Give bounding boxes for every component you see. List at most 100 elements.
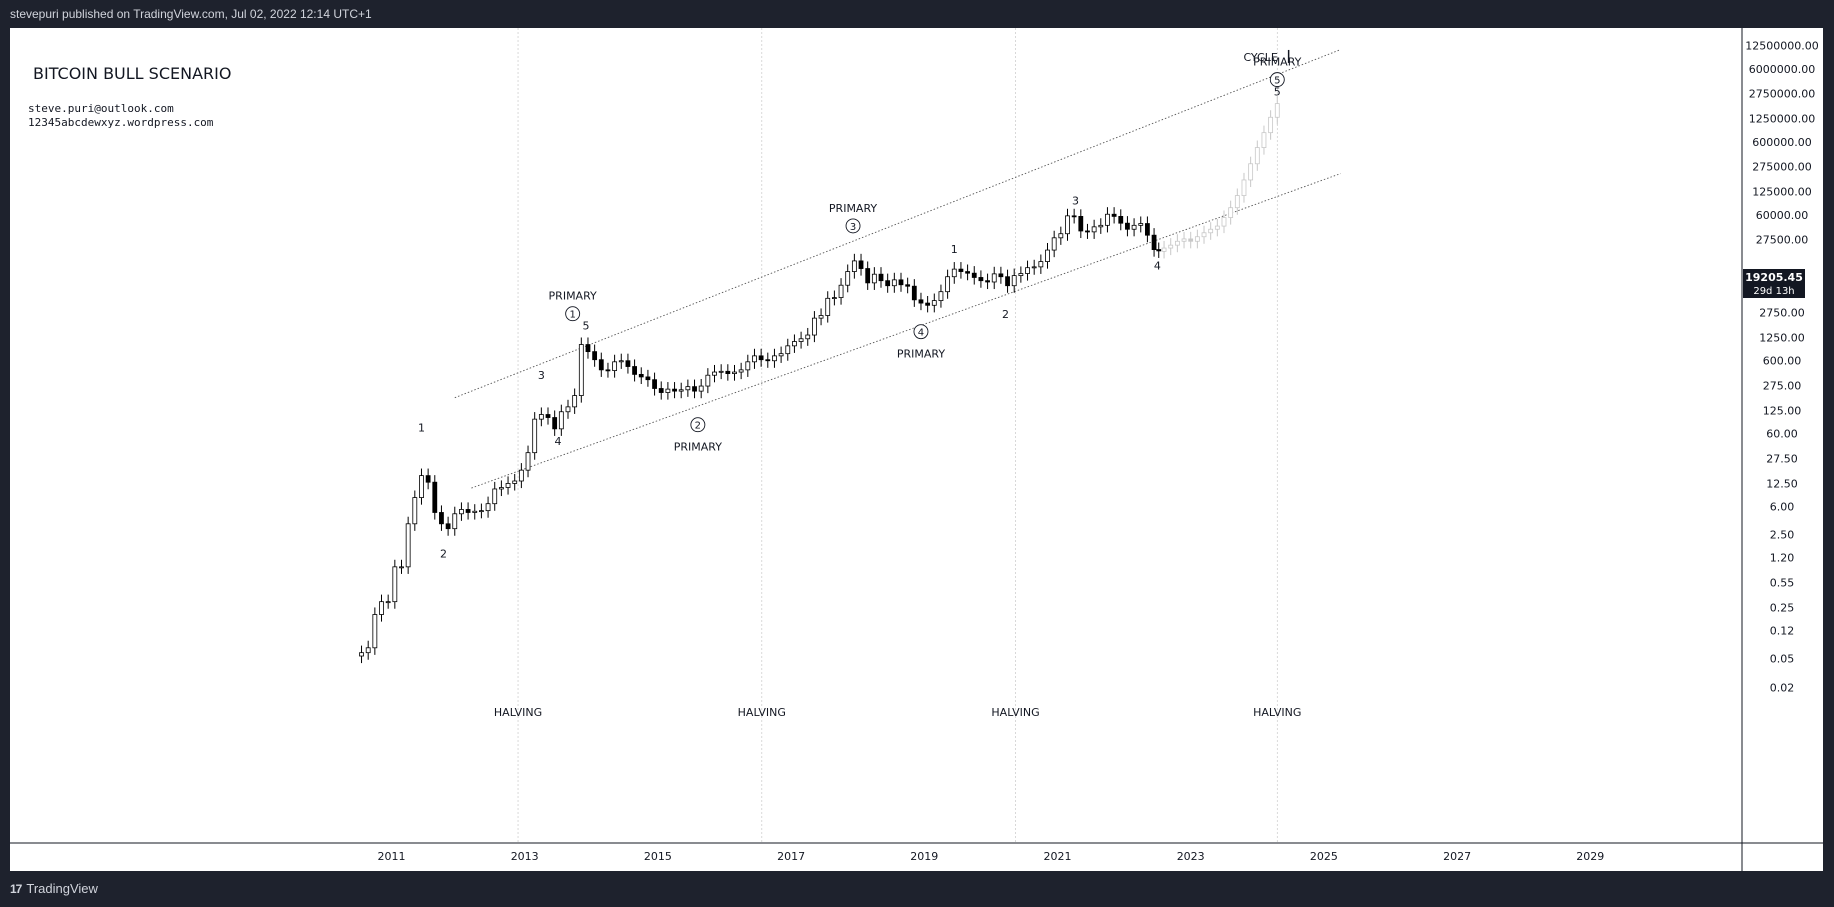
halving-grid: HALVING HALVING HALVING HALVING: [494, 28, 1301, 843]
y-tick-label: 60.00: [1766, 428, 1798, 441]
history-candle: [1025, 267, 1030, 274]
history-candle: [1065, 215, 1070, 235]
history-candle: [798, 338, 804, 342]
history-candle: [958, 268, 964, 272]
tradingview-brand-label: TradingView: [26, 881, 98, 896]
history-candle: [985, 280, 990, 283]
projection-candle: [1248, 163, 1254, 181]
x-tick-label: 2021: [1044, 850, 1072, 863]
price-axis[interactable]: 12500000.00 6000000.00 2750000.00 1250000.0…: [1745, 40, 1818, 695]
y-tick-label: 1250000.00: [1749, 113, 1815, 126]
last-price-value: 19205.45: [1745, 271, 1803, 284]
history-candle: [1125, 222, 1130, 230]
history-candle: [838, 284, 844, 298]
halving-label: HALVING: [1253, 706, 1301, 719]
history-candle: [612, 361, 618, 371]
footer-bar: 17 TradingView: [0, 871, 1834, 907]
history-candle: [459, 509, 464, 515]
history-candle: [765, 359, 771, 362]
projection-candle: [1254, 147, 1260, 165]
history-candle: [365, 647, 371, 654]
history-candle: [1145, 223, 1150, 236]
y-tick-label: 600000.00: [1752, 136, 1812, 149]
history-candle: [678, 389, 684, 392]
tradingview-brand[interactable]: 17 TradingView: [10, 881, 98, 896]
history-candle: [938, 291, 944, 302]
x-tick-label: 2025: [1310, 850, 1338, 863]
contact-site: 12345abcdewxyz.wordpress.com: [28, 116, 214, 129]
halving-label: HALVING: [991, 706, 1039, 719]
history-candle: [512, 480, 518, 484]
history-candle: [392, 566, 398, 603]
x-tick-label: 2023: [1177, 850, 1205, 863]
last-price-countdown: 29d 13h: [1753, 286, 1794, 297]
history-candle: [505, 483, 511, 488]
history-candle: [1071, 215, 1077, 218]
chart-svg[interactable]: HALVING HALVING HALVING HALVING 12345123451…: [10, 28, 1823, 871]
primary-label: PRIMARY: [1253, 56, 1301, 69]
history-candle: [1031, 266, 1037, 269]
x-tick-label: 2011: [378, 850, 406, 863]
history-candle: [385, 601, 391, 604]
time-axis[interactable]: 2011 2013 2015 2017 2019 2021 2023 2025 2027 2029: [378, 850, 1605, 863]
history-candle: [1005, 276, 1010, 287]
history-candle: [545, 414, 551, 418]
history-candle: [805, 334, 811, 340]
history-candle: [931, 300, 937, 306]
projection-candle: [1188, 238, 1194, 242]
primary-circle-number: 3: [850, 222, 856, 233]
projection-candle: [1161, 247, 1167, 252]
projection-candle: [1261, 132, 1267, 148]
history-candle: [851, 260, 857, 272]
history-candle: [725, 370, 731, 374]
history-candle: [625, 360, 631, 367]
history-candle: [492, 488, 498, 505]
primary-circle-number: 4: [918, 328, 924, 339]
history-candle: [439, 512, 444, 525]
history-candle: [685, 386, 691, 391]
history-candle: [865, 268, 871, 284]
history-candle: [745, 361, 751, 371]
contact-email: steve.puri@outlook.com: [28, 102, 174, 115]
history-candle: [425, 475, 431, 483]
history-candle: [845, 271, 851, 286]
history-candle: [419, 475, 424, 498]
history-candle: [618, 360, 624, 363]
history-candle: [472, 510, 478, 513]
wave-label: 1: [951, 243, 958, 256]
history-candle: [718, 370, 724, 373]
history-candle: [825, 297, 831, 316]
history-candle: [465, 509, 471, 513]
y-tick-label: 2750000.00: [1749, 88, 1815, 101]
history-candle: [692, 386, 697, 392]
projection-candle: [1214, 225, 1220, 230]
channel-lower-line: [471, 173, 1341, 489]
primary-circle: [1269, 72, 1285, 88]
projection-candle: [1268, 116, 1274, 134]
history-candle: [538, 414, 544, 420]
y-tick-label: 275000.00: [1752, 161, 1812, 174]
history-candle: [658, 388, 664, 393]
history-candle: [772, 355, 777, 362]
projection-candle: [1201, 232, 1207, 238]
projection-candle: [1241, 179, 1247, 196]
history-candle: [518, 469, 524, 482]
y-tick-label: 27.50: [1766, 452, 1798, 465]
y-tick-label: 12.50: [1766, 477, 1798, 490]
primary-circle: [690, 417, 706, 433]
history-candle: [1091, 226, 1097, 233]
y-tick-label: 6.00: [1770, 501, 1795, 514]
history-candle: [1105, 213, 1110, 226]
history-candle: [532, 418, 538, 454]
y-tick-label: 125.00: [1763, 404, 1802, 417]
y-tick-label: 27500.00: [1756, 234, 1809, 247]
history-candle: [925, 302, 931, 306]
primary-circle: [565, 306, 581, 322]
y-tick-label: 600.00: [1763, 355, 1802, 368]
history-candle: [638, 373, 644, 378]
history-candle: [632, 366, 637, 375]
history-candle: [1156, 249, 1162, 252]
halving-label: HALVING: [494, 706, 542, 719]
history-candle: [445, 523, 451, 530]
